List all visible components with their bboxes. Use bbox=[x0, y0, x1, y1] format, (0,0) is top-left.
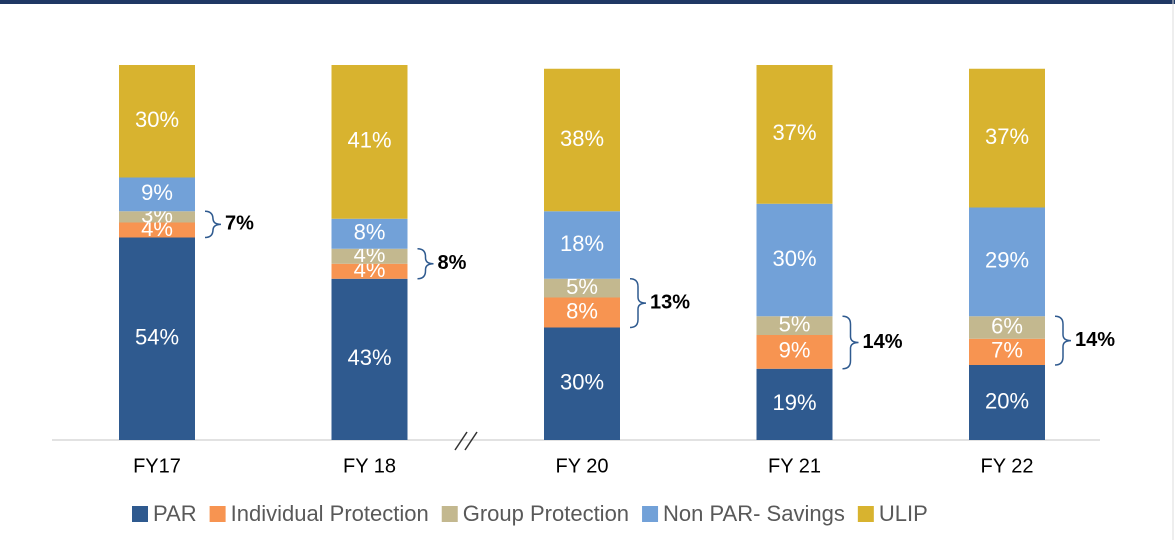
legend-label: PAR bbox=[153, 501, 197, 526]
data-label: 18% bbox=[560, 231, 604, 256]
data-label: 37% bbox=[772, 120, 816, 145]
bar-segment bbox=[331, 263, 408, 279]
bar-segment bbox=[756, 203, 833, 317]
bar-segment bbox=[756, 65, 833, 204]
annotation: 14% bbox=[1075, 329, 1115, 351]
bar-segment bbox=[119, 237, 195, 440]
bar-segment bbox=[544, 278, 620, 298]
data-label: 20% bbox=[985, 388, 1029, 413]
data-label: 9% bbox=[779, 338, 811, 363]
legend-swatch bbox=[642, 506, 659, 522]
bar-segment bbox=[969, 207, 1045, 317]
axis-break bbox=[454, 431, 478, 451]
bar-segment bbox=[331, 248, 408, 264]
legend-label: ULIP bbox=[879, 501, 928, 526]
bar-segment bbox=[331, 218, 408, 249]
annotation: 14% bbox=[863, 331, 903, 353]
bar-segment bbox=[544, 297, 620, 328]
bar-segment bbox=[756, 335, 833, 369]
data-label: 19% bbox=[772, 390, 816, 415]
x-tick-label: FY 21 bbox=[768, 455, 821, 477]
annotation: 8% bbox=[438, 252, 467, 274]
bar-segment bbox=[756, 316, 833, 335]
x-tick-label: FY 22 bbox=[981, 455, 1034, 477]
legend-swatch bbox=[441, 506, 458, 522]
legend-swatch bbox=[209, 506, 226, 522]
data-label: 41% bbox=[347, 128, 391, 153]
bar-segment bbox=[544, 211, 620, 279]
annotation: 7% bbox=[225, 213, 254, 235]
legend-swatch bbox=[132, 506, 148, 522]
legend-label: Group Protection bbox=[463, 501, 629, 526]
x-tick-label: FY 18 bbox=[343, 455, 396, 477]
data-label: 30% bbox=[135, 107, 179, 132]
data-label: 8% bbox=[354, 220, 386, 245]
bar-segment bbox=[119, 222, 195, 238]
bracket bbox=[842, 315, 859, 370]
bar-segment bbox=[119, 65, 195, 178]
x-tick-label: FY 20 bbox=[556, 455, 609, 477]
data-label: 9% bbox=[141, 180, 173, 205]
data-label: 37% bbox=[985, 124, 1029, 149]
data-label: 7% bbox=[991, 338, 1023, 363]
bar-segment bbox=[969, 68, 1045, 208]
bar-segment bbox=[119, 211, 195, 223]
legend-label: Non PAR- Savings bbox=[663, 501, 845, 526]
legend-swatch bbox=[857, 506, 874, 522]
bar-segment bbox=[969, 316, 1045, 339]
annotation: 13% bbox=[650, 291, 690, 313]
data-label: 30% bbox=[560, 370, 604, 395]
bracket bbox=[629, 278, 647, 329]
data-label: 6% bbox=[991, 313, 1023, 338]
data-label: 8% bbox=[566, 298, 598, 323]
data-label: 38% bbox=[560, 126, 604, 151]
legend-label: Individual Protection bbox=[231, 501, 429, 526]
data-label: 43% bbox=[347, 345, 391, 370]
bar-segment bbox=[544, 68, 620, 212]
bar-segment bbox=[969, 365, 1045, 440]
bracket bbox=[1054, 315, 1072, 366]
bracket bbox=[204, 210, 222, 239]
x-tick-label: FY17 bbox=[133, 455, 181, 477]
data-label: 54% bbox=[135, 325, 179, 350]
bar-segment bbox=[969, 338, 1045, 365]
bar-segment bbox=[331, 65, 408, 219]
bracket bbox=[417, 248, 434, 280]
bar-segment bbox=[119, 177, 195, 212]
bar-segment bbox=[331, 278, 408, 440]
data-label: 29% bbox=[985, 248, 1029, 273]
data-label: 30% bbox=[772, 246, 816, 271]
bar-segment bbox=[756, 368, 833, 440]
bar-segment bbox=[544, 327, 620, 440]
